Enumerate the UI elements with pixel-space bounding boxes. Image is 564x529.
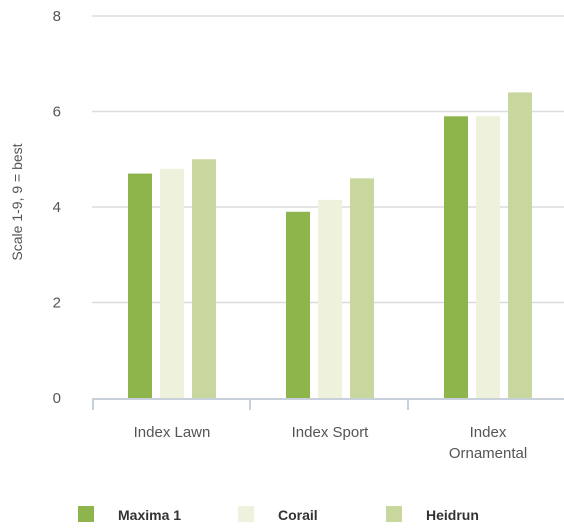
legend-label: Corail [278, 507, 318, 523]
bars [128, 92, 532, 399]
legend-label: Heidrun [426, 507, 479, 523]
y-tick-label: 2 [53, 295, 61, 312]
bar-corail [318, 199, 342, 398]
x-category-label: Ornamental [449, 445, 527, 462]
legend-swatch [238, 506, 254, 522]
y-tick-label: 0 [53, 390, 61, 407]
x-category-label: Index Lawn [134, 424, 211, 441]
y-axis-label: Scale 1-9, 9 = best [9, 143, 25, 260]
legend-item: Corail [238, 506, 318, 523]
x-category-label: Index Sport [292, 424, 370, 441]
legend: Maxima 1 Corail Heidrun [78, 506, 479, 523]
y-axis-ticks: 0 2 4 6 8 [53, 8, 61, 407]
x-category-label: Index [470, 424, 507, 441]
legend-swatch [78, 506, 94, 522]
legend-item: Maxima 1 [78, 506, 181, 523]
bar-corail [476, 116, 500, 399]
bar-heidrun [192, 159, 216, 398]
y-tick-label: 6 [53, 104, 61, 121]
y-tick-label: 8 [53, 8, 61, 25]
legend-label: Maxima 1 [118, 507, 181, 523]
legend-swatch [386, 506, 402, 522]
bar-heidrun [350, 178, 374, 398]
bar-corail [160, 168, 184, 398]
bar-maxima-1 [444, 116, 468, 399]
legend-item: Heidrun [386, 506, 479, 523]
x-axis: Index Lawn Index Sport Index Ornamental [92, 398, 564, 462]
bar-heidrun [508, 92, 532, 399]
bar-maxima-1 [128, 173, 152, 398]
y-tick-label: 4 [53, 199, 61, 216]
bar-maxima-1 [286, 211, 310, 398]
